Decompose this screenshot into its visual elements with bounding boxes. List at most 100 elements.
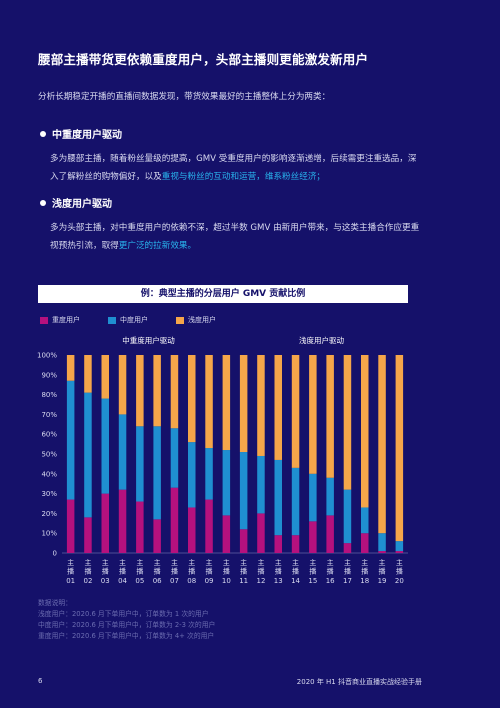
- x-tick-label: 12: [256, 577, 265, 585]
- x-tick-label: 播: [240, 567, 247, 576]
- y-tick-label: 30%: [41, 490, 57, 498]
- x-tick-label: 主: [136, 558, 143, 567]
- bar-segment: [205, 448, 213, 500]
- x-tick-label: 08: [187, 577, 196, 585]
- legend-swatch: [108, 316, 116, 324]
- legend-item-heavy: 重度用户: [40, 315, 80, 325]
- notes-line: 浅度用户：2020.6 月下单用户中，订单数为 1 次的用户: [38, 610, 209, 618]
- bar-segment: [361, 533, 369, 553]
- x-tick-label: 11: [239, 577, 248, 585]
- bar-segment: [343, 543, 352, 553]
- x-tick-label: 播: [275, 567, 282, 576]
- legend-swatch: [40, 316, 48, 324]
- section-body-highlight: 重视与粉丝的互动和运营，维系粉丝经济；: [161, 172, 326, 182]
- x-tick-label: 主: [396, 558, 403, 567]
- x-tick-label: 播: [396, 567, 403, 576]
- x-tick-label: 主: [102, 558, 109, 567]
- section-body-text: 多为腰部主播，随着粉丝量级的提高，GMV 受重度用户的影响逐渐递增，后续需更注重…: [50, 154, 417, 182]
- bar-segment: [136, 426, 144, 502]
- x-tick-label: 主: [154, 558, 161, 567]
- x-tick-label: 17: [343, 577, 352, 585]
- bar-segment: [66, 355, 75, 381]
- x-tick-label: 主: [292, 558, 299, 567]
- notes-line: 中度用户：2020.6 月下单用户中，订单数为 2-3 次的用户: [38, 621, 216, 629]
- x-tick-label: 主: [309, 558, 316, 567]
- y-tick-label: 80%: [41, 391, 57, 399]
- section-heading: 中重度用户驱动: [38, 126, 418, 141]
- x-tick-label: 播: [84, 567, 91, 576]
- bar-segment: [309, 355, 317, 474]
- bar-segment: [395, 541, 404, 552]
- bar-segment: [395, 355, 404, 542]
- bar-segment: [257, 355, 265, 456]
- x-tick-label: 播: [154, 567, 161, 576]
- bar-segment: [361, 355, 369, 508]
- footer-doc-title: 2020 年 H1 抖音商业直播实战经验手册: [296, 678, 422, 686]
- bar-segment: [395, 551, 404, 553]
- bar-segment: [222, 355, 231, 451]
- x-tick-label: 播: [119, 567, 126, 576]
- bar-segment: [274, 459, 282, 536]
- section-light-driven: 浅度用户驱动 多为头部主播，对中重度用户的依赖不深，超过半数 GMV 由新用户带…: [38, 195, 419, 255]
- x-tick-label: 主: [67, 558, 74, 567]
- bar-segment: [291, 355, 300, 468]
- x-tick-label: 播: [67, 567, 74, 576]
- x-tick-label: 播: [102, 567, 109, 576]
- bar-segment: [170, 355, 179, 429]
- bar-segment: [239, 355, 248, 453]
- section-body: 多为头部主播，对中重度用户的依赖不深，超过半数 GMV 由新用户带来，与这类主播…: [50, 219, 422, 255]
- x-tick-label: 01: [66, 577, 75, 585]
- bar-segment: [309, 521, 317, 553]
- section-body: 多为腰部主播，随着粉丝量级的提高，GMV 受重度用户的影响逐渐递增，后续需更注重…: [50, 150, 422, 186]
- x-tick-label: 主: [119, 558, 126, 567]
- y-tick-label: 40%: [41, 470, 57, 478]
- chart-group-label: 浅度用户驱动: [299, 335, 344, 345]
- section-body-text: 多为头部主播，对中重度用户的依赖不深，超过半数 GMV 由新用户带来，与这类主播…: [50, 223, 420, 251]
- bar-segment: [274, 535, 282, 553]
- bar-segment: [378, 355, 386, 534]
- bullet-icon: [40, 130, 46, 137]
- y-tick-label: 50%: [41, 451, 57, 459]
- x-tick-label: 主: [275, 558, 282, 567]
- bar-segment: [136, 501, 144, 553]
- bullet-icon: [40, 199, 46, 206]
- section-heavy-driven: 中重度用户驱动 多为腰部主播，随着粉丝量级的提高，GMV 受重度用户的影响逐渐递…: [38, 126, 418, 186]
- bar-segment: [118, 489, 127, 553]
- x-tick-label: 主: [361, 558, 368, 567]
- bar-segment: [153, 426, 161, 520]
- bar-segment: [274, 355, 282, 460]
- x-tick-label: 播: [188, 567, 195, 576]
- x-tick-label: 播: [379, 567, 386, 576]
- legend-label: 重度用户: [52, 316, 80, 324]
- x-tick-label: 13: [274, 577, 283, 585]
- x-tick-label: 主: [344, 558, 351, 567]
- bar-segment: [118, 355, 127, 415]
- legend-label: 浅度用户: [188, 316, 216, 324]
- y-tick-label: 70%: [41, 411, 57, 419]
- bar-segment: [84, 355, 92, 393]
- x-tick-label: 播: [257, 567, 264, 576]
- bar-segment: [326, 355, 334, 478]
- x-tick-label: 播: [136, 567, 143, 576]
- stacked-bar-chart: 0 10% 20% 30% 40% 50% 60% 70% 80% 90% 100% 中重度用户驱动 浅…: [37, 335, 408, 585]
- bar-segment: [188, 442, 196, 508]
- y-tick-label: 10%: [41, 530, 57, 538]
- bar-segment: [257, 513, 265, 553]
- chart-title: 例：典型主播的分层用户 GMV 贡献比例: [38, 285, 408, 303]
- x-tick-label: 16: [326, 577, 335, 585]
- x-tick-label: 14: [291, 577, 300, 585]
- bar-segment: [205, 499, 213, 553]
- x-tick-label: 主: [257, 558, 264, 567]
- bar-segment: [326, 477, 334, 516]
- bar-segment: [153, 519, 161, 553]
- x-tick-label: 播: [361, 567, 368, 576]
- x-tick-label: 播: [206, 567, 213, 576]
- x-tick-label: 04: [118, 577, 127, 585]
- bar-segment: [188, 355, 196, 443]
- x-tick-label: 15: [308, 577, 317, 585]
- section-heading: 浅度用户驱动: [38, 195, 418, 210]
- x-tick-label: 主: [223, 558, 230, 567]
- bar-segment: [170, 487, 179, 553]
- bar-segment: [66, 499, 75, 553]
- x-tick-label: 03: [101, 577, 110, 585]
